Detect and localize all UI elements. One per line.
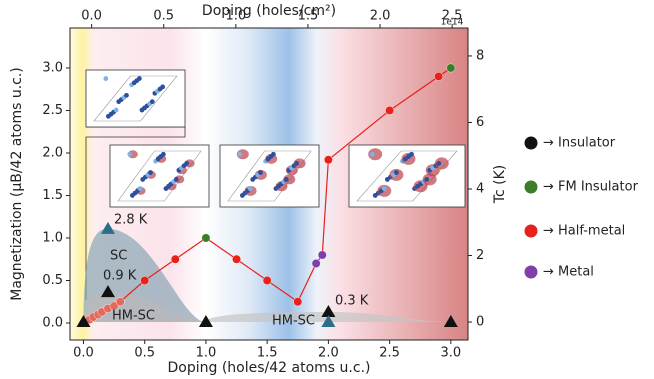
magnetization-point bbox=[232, 255, 240, 263]
inset-atom bbox=[436, 161, 441, 166]
x-tick-label: 0.0 bbox=[73, 346, 94, 361]
annotation: SC bbox=[110, 249, 127, 264]
legend-marker bbox=[525, 266, 538, 279]
x-tick-label: 3.0 bbox=[441, 346, 462, 361]
magnetization-point bbox=[447, 64, 455, 72]
inset-atom bbox=[284, 177, 289, 182]
y-tick-label: 0.0 bbox=[42, 315, 63, 330]
x-tick-label: 2.0 bbox=[318, 346, 339, 361]
x2-tick-label: 0.5 bbox=[153, 9, 174, 24]
magnetization-point bbox=[312, 259, 320, 267]
inset-box bbox=[110, 145, 209, 207]
magnetization-point bbox=[434, 72, 442, 80]
inset-atom bbox=[271, 152, 276, 157]
inset-atom bbox=[161, 152, 166, 157]
x2-tick-label: 2.0 bbox=[370, 9, 391, 24]
inset-atom bbox=[160, 85, 165, 90]
annotation: HM-SC bbox=[272, 314, 315, 329]
x-tick-label: 1.5 bbox=[257, 346, 278, 361]
inset-atom bbox=[114, 108, 119, 113]
x-tick-label: 1.0 bbox=[196, 346, 217, 361]
legend-marker bbox=[525, 181, 538, 194]
magnetization-point bbox=[141, 276, 149, 284]
legend-marker bbox=[525, 137, 538, 150]
inset-atom bbox=[370, 152, 375, 157]
x2-offset: 1e14 bbox=[441, 18, 464, 28]
inset-atom bbox=[150, 99, 155, 104]
inset-atom bbox=[237, 152, 242, 157]
legend-label: → Half-metal bbox=[543, 224, 625, 239]
inset-atom bbox=[382, 186, 387, 191]
x2-axis-title: Doping (holes/cm²) bbox=[202, 3, 336, 19]
y-tick-label: 1.5 bbox=[42, 188, 63, 203]
magnetization-point bbox=[318, 251, 326, 259]
inset-atom bbox=[138, 186, 143, 191]
y-axis-title: Magnetization (μB/42 atoms u.c.) bbox=[9, 67, 25, 301]
annotation: 0.3 K bbox=[335, 294, 369, 309]
inset-atom bbox=[258, 170, 263, 175]
inset-atom bbox=[409, 152, 414, 157]
inset-atom bbox=[294, 161, 299, 166]
inset-atom bbox=[184, 161, 189, 166]
y-tick-label: 3.0 bbox=[42, 60, 63, 75]
y-tick-label: 2.0 bbox=[42, 145, 63, 160]
legend-label: → Metal bbox=[543, 265, 594, 280]
legend-marker bbox=[525, 225, 538, 238]
legend-label: → Insulator bbox=[543, 136, 616, 151]
x-axis-title: Doping (holes/42 atoms u.c.) bbox=[168, 360, 371, 376]
inset-box bbox=[86, 70, 185, 127]
x-tick-label: 2.5 bbox=[379, 346, 400, 361]
inset-atom bbox=[124, 93, 129, 98]
magnetization-point bbox=[116, 298, 124, 306]
y2-tick-label: 2 bbox=[476, 248, 484, 263]
x2-tick-label: 0.0 bbox=[81, 9, 102, 24]
magnetization-point bbox=[294, 298, 302, 306]
annotation: 0.9 K bbox=[103, 269, 137, 284]
inset-atom bbox=[137, 76, 142, 81]
y-tick-label: 1.0 bbox=[42, 230, 63, 245]
inset-atom bbox=[394, 170, 399, 175]
inset-atom bbox=[248, 186, 253, 191]
inset-atom bbox=[174, 177, 179, 182]
magnetization-point bbox=[171, 255, 179, 263]
y-tick-label: 0.5 bbox=[42, 273, 63, 288]
magnetization-point bbox=[385, 106, 393, 114]
x-tick-label: 0.5 bbox=[134, 346, 155, 361]
annotation: 2.8 K bbox=[114, 213, 148, 228]
annotation: HM-SC bbox=[112, 309, 155, 324]
y2-tick-label: 8 bbox=[476, 48, 484, 63]
magnetization-point bbox=[263, 276, 271, 284]
magnetization-point bbox=[202, 234, 210, 242]
inset-atom bbox=[103, 76, 108, 81]
y2-tick-label: 4 bbox=[476, 181, 484, 196]
inset-atom bbox=[127, 152, 132, 157]
y2-tick-label: 6 bbox=[476, 115, 484, 130]
y2-tick-label: 0 bbox=[476, 315, 484, 330]
inset-atom bbox=[148, 170, 153, 175]
legend-label: → FM Insulator bbox=[543, 180, 639, 195]
magnetization-point bbox=[324, 156, 332, 164]
y-tick-label: 2.5 bbox=[42, 103, 63, 118]
y2-axis-title: Tc (K) bbox=[492, 165, 508, 204]
chart: 0.0 0.5 1.0 1.5 2.0 2.5 3.0 0.0 0.5 1.0 1.5 2.0 2.5 0… bbox=[0, 0, 654, 379]
inset-atom bbox=[424, 177, 429, 182]
